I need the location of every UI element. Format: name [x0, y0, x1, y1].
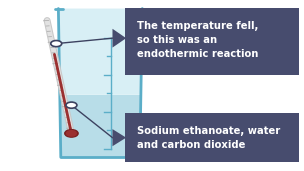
Polygon shape	[112, 29, 126, 48]
Text: The temperature fell,
so this was an
endothermic reaction: The temperature fell, so this was an end…	[137, 21, 258, 59]
Polygon shape	[58, 9, 142, 95]
Polygon shape	[61, 95, 140, 157]
Text: Sodium ethanoate, water
and carbon dioxide: Sodium ethanoate, water and carbon dioxi…	[137, 126, 280, 150]
Circle shape	[65, 130, 78, 137]
FancyBboxPatch shape	[125, 8, 299, 75]
Circle shape	[67, 131, 76, 136]
FancyBboxPatch shape	[125, 113, 299, 162]
Circle shape	[66, 102, 77, 108]
Polygon shape	[112, 129, 126, 146]
Circle shape	[51, 41, 62, 47]
